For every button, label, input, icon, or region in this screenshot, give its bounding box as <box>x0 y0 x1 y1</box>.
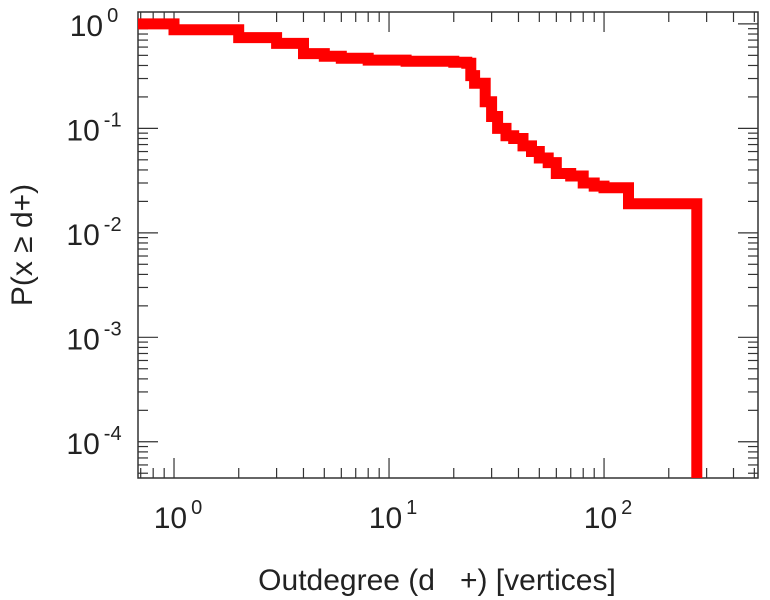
minor-ticks <box>138 12 758 478</box>
major-ticks <box>138 12 758 478</box>
y-tick-label: 10 -4 <box>66 423 121 461</box>
y-tick-label: 10 0 <box>70 5 119 43</box>
ccdf-series-line <box>138 18 703 478</box>
y-axis-label: P(x ≥ d+) <box>6 184 39 306</box>
x-axis-label: Outdegree (d +) [vertices] <box>258 564 616 597</box>
x-tick-label: 10 1 <box>369 497 418 535</box>
y-tick-label: 10 -3 <box>66 318 121 356</box>
y-tick-label: 10 -2 <box>66 214 121 252</box>
plot-frame <box>137 11 759 479</box>
x-tick-label: 10 0 <box>154 497 203 535</box>
y-tick-label: 10 -1 <box>66 109 121 147</box>
x-tick-label: 10 2 <box>584 497 633 535</box>
x-tick-labels: 10 0 10 1 10 2 <box>154 497 633 535</box>
